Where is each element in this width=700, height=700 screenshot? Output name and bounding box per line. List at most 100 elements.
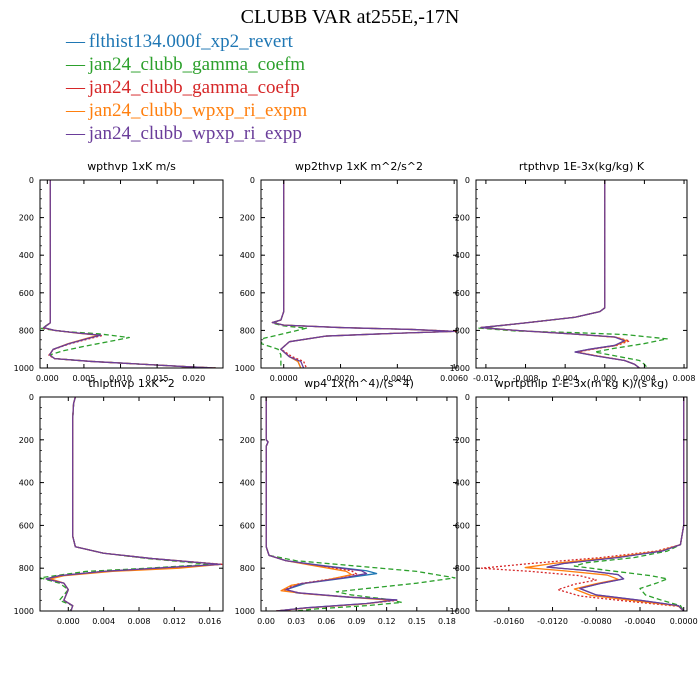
series-line bbox=[524, 397, 685, 611]
plot-frame bbox=[475, 396, 688, 612]
series-line bbox=[45, 397, 221, 611]
legend: — flthist134.000f_xp2_revert — jan24_club… bbox=[66, 30, 307, 145]
chart-panel: wp2thvp 1xK m^2/s^2020040060080010000.00… bbox=[235, 160, 469, 383]
y-tick-label: 600 bbox=[19, 521, 34, 530]
x-tick-label: 0.008 bbox=[673, 374, 696, 383]
chart-panel: rtpthvp 1E-3x(kg/kg) K02004006008001000-… bbox=[450, 160, 696, 383]
series-line bbox=[480, 180, 640, 368]
y-tick-label: 0 bbox=[250, 393, 255, 402]
legend-label: jan24_clubb_wpxp_ri_expm bbox=[84, 100, 308, 121]
series-line bbox=[43, 180, 216, 368]
x-tick-label: -0.004 bbox=[552, 374, 578, 383]
series-group bbox=[40, 397, 223, 611]
y-tick-label: 800 bbox=[240, 326, 255, 335]
series-line bbox=[43, 180, 216, 368]
panel-title: wp4 1x(m^4)/(s^4) bbox=[304, 377, 414, 390]
series-line bbox=[49, 397, 221, 611]
x-tick-label: 0.004 bbox=[92, 617, 115, 626]
series-line bbox=[480, 180, 640, 368]
x-tick-label: 0.008 bbox=[128, 617, 151, 626]
series-line bbox=[40, 397, 211, 611]
legend-label: jan24_clubb_wpxp_ri_expp bbox=[84, 123, 302, 144]
legend-item: — jan24_clubb_gamma_coefp bbox=[66, 76, 307, 99]
y-tick-label: 0 bbox=[29, 393, 34, 402]
y-tick-label: 0 bbox=[465, 393, 470, 402]
legend-line-sample: — bbox=[66, 123, 85, 144]
x-tick-label: 0.000 bbox=[57, 617, 80, 626]
x-tick-label: 0.004 bbox=[633, 374, 656, 383]
x-tick-label: -0.0040 bbox=[625, 617, 656, 626]
panel-title: thlpthvp 1xK^2 bbox=[88, 377, 175, 390]
y-tick-label: 0 bbox=[250, 176, 255, 185]
y-tick-label: 400 bbox=[240, 251, 255, 260]
y-tick-label: 1000 bbox=[450, 364, 470, 373]
series-line bbox=[265, 397, 456, 611]
legend-label: jan24_clubb_gamma_coefp bbox=[84, 77, 300, 98]
series-line bbox=[573, 397, 685, 611]
y-tick-label: 800 bbox=[240, 564, 255, 573]
plot-frame bbox=[475, 179, 688, 369]
series-line bbox=[265, 397, 393, 611]
series-line bbox=[265, 397, 398, 611]
y-tick-label: 600 bbox=[240, 521, 255, 530]
plot-frame bbox=[39, 179, 224, 369]
x-tick-label: 0.000 bbox=[36, 374, 59, 383]
x-tick-label: 0.0020 bbox=[327, 374, 355, 383]
series-line bbox=[42, 180, 216, 368]
plot-frame bbox=[260, 396, 458, 612]
series-line bbox=[480, 397, 685, 611]
x-tick-label: 0.09 bbox=[348, 617, 366, 626]
y-tick-label: 600 bbox=[455, 521, 470, 530]
x-tick-label: 0.005 bbox=[72, 374, 95, 383]
legend-item: — flthist134.000f_xp2_revert bbox=[66, 30, 307, 53]
y-tick-label: 200 bbox=[455, 214, 470, 223]
x-tick-label: 0.12 bbox=[378, 617, 396, 626]
y-tick-label: 800 bbox=[455, 326, 470, 335]
x-tick-label: 0.020 bbox=[182, 374, 205, 383]
y-tick-label: 0 bbox=[465, 176, 470, 185]
series-line bbox=[261, 180, 308, 368]
panel-title: wp2thvp 1xK m^2/s^2 bbox=[295, 160, 423, 173]
series-line bbox=[43, 180, 216, 368]
legend-item: — jan24_clubb_gamma_coefm bbox=[66, 53, 307, 76]
y-tick-label: 600 bbox=[19, 289, 34, 298]
legend-item: — jan24_clubb_wpxp_ri_expm bbox=[66, 99, 307, 122]
x-tick-label: -0.008 bbox=[513, 374, 539, 383]
x-tick-label: 0.0060 bbox=[440, 374, 468, 383]
y-tick-label: 600 bbox=[455, 289, 470, 298]
y-tick-label: 200 bbox=[19, 214, 34, 223]
chart-panel: wprtpthlp 1-E-3x(m kg K)/(s kg) 0 200 400 60… bbox=[450, 377, 698, 626]
y-tick-label: 400 bbox=[455, 251, 470, 260]
series-group bbox=[480, 397, 685, 611]
x-tick-label: -0.0120 bbox=[537, 617, 568, 626]
legend-label: flthist134.000f_xp2_revert bbox=[84, 31, 293, 52]
y-tick-label: 1000 bbox=[14, 607, 34, 616]
x-tick-label: -0.0080 bbox=[581, 617, 612, 626]
y-tick-label: 400 bbox=[19, 479, 34, 488]
series-group bbox=[265, 397, 456, 611]
panel-title: wprtpthlp 1-E-3x(m kg K)/(s kg) bbox=[495, 377, 669, 390]
plot-frame bbox=[39, 396, 224, 612]
legend-item: — jan24_clubb_wpxp_ri_expp bbox=[66, 122, 307, 145]
y-tick-label: 200 bbox=[19, 436, 34, 445]
x-tick-label: 0.0000 bbox=[670, 617, 698, 626]
y-tick-label: 400 bbox=[455, 479, 470, 488]
y-tick-label: 1000 bbox=[235, 364, 255, 373]
y-tick-label: 1000 bbox=[450, 607, 470, 616]
x-tick-label: 0.0040 bbox=[383, 374, 411, 383]
x-tick-label: -0.012 bbox=[473, 374, 499, 383]
x-tick-label: -0.0160 bbox=[493, 617, 524, 626]
plot-frame bbox=[260, 179, 458, 369]
y-tick-label: 1000 bbox=[235, 607, 255, 616]
y-tick-label: 0 bbox=[29, 176, 34, 185]
series-group bbox=[40, 180, 216, 368]
series-line bbox=[546, 397, 685, 611]
y-tick-label: 400 bbox=[19, 251, 34, 260]
series-group bbox=[478, 180, 668, 368]
series-group bbox=[261, 180, 457, 368]
panel-title: wpthvp 1xK m/s bbox=[87, 160, 176, 173]
series-line bbox=[271, 180, 455, 368]
x-tick-label: 0.00 bbox=[257, 617, 275, 626]
